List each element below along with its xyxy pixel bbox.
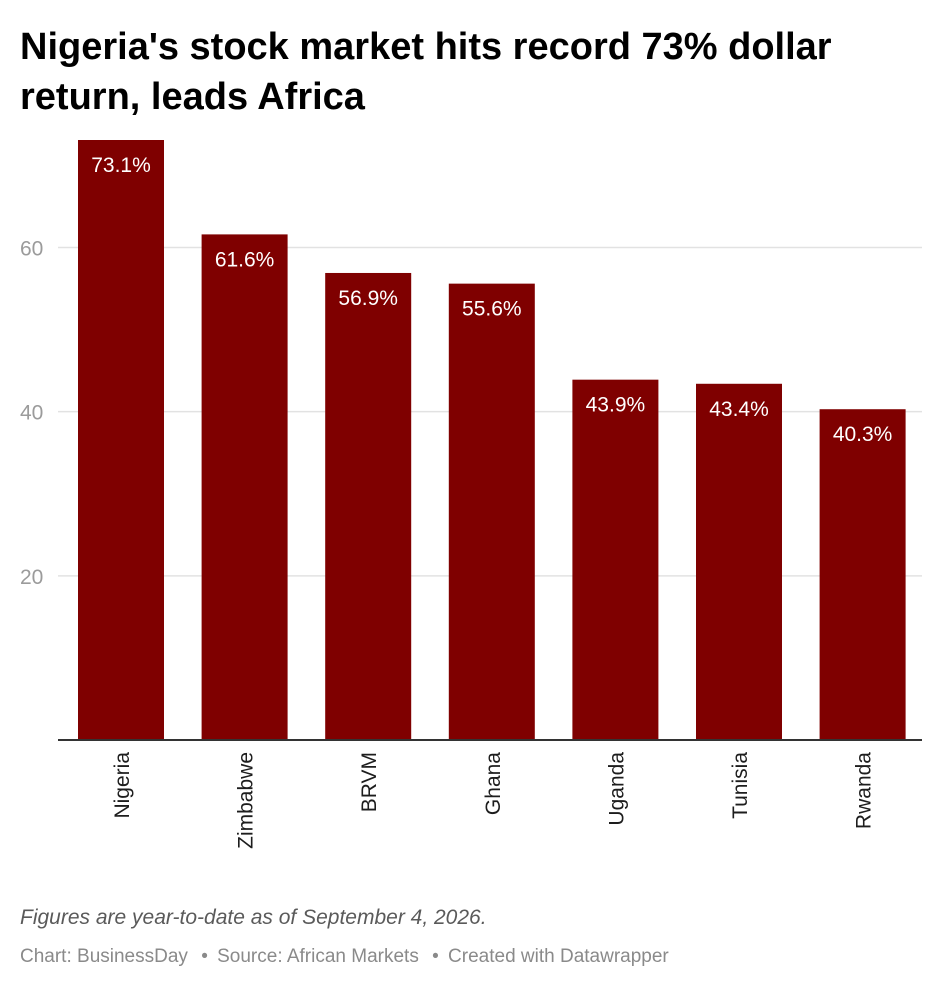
y-tick-label: 60 xyxy=(20,238,43,261)
bar-uganda xyxy=(572,379,659,740)
chart-title: Nigeria's stock market hits record 73% d… xyxy=(20,26,832,118)
source-credit: Source: African Markets xyxy=(217,946,419,967)
bar-tunisia xyxy=(696,383,782,740)
bar-value-label: 61.6% xyxy=(215,248,275,271)
bars xyxy=(78,140,906,741)
chart-footer: Chart: BusinessDay • Source: African Mar… xyxy=(20,946,669,968)
created-with-credit: Created with Datawrapper xyxy=(448,946,669,967)
x-category-label: Tunisia xyxy=(729,752,752,819)
x-category-label: Nigeria xyxy=(111,752,134,819)
bar-chart: 20 40 60 73.1% 61.6% 56.9% 55.6% 43.9% 43.4% 40.… xyxy=(20,140,922,849)
bar-value-labels: 73.1% 61.6% 56.9% 55.6% 43.9% 43.4% 40.3% xyxy=(91,154,892,446)
bar-value-label: 73.1% xyxy=(91,154,151,177)
bar-value-label: 55.6% xyxy=(462,298,522,321)
bar-value-label: 43.9% xyxy=(586,394,646,417)
y-axis-tick-labels: 20 40 60 xyxy=(20,238,43,589)
x-category-label: Rwanda xyxy=(853,752,876,829)
x-axis-category-labels: Nigeria Zimbabwe BRVM Ghana Uganda Tunisia Rwa… xyxy=(111,752,876,849)
footer-separator: • xyxy=(432,946,439,967)
bar-nigeria xyxy=(78,140,164,740)
footer-separator: • xyxy=(201,946,208,967)
chart-credit: Chart: BusinessDay xyxy=(20,946,188,967)
bar-rwanda xyxy=(819,409,906,740)
y-tick-label: 40 xyxy=(20,402,43,425)
y-tick-label: 20 xyxy=(20,566,43,589)
x-category-label: Uganda xyxy=(605,752,628,826)
bar-brvm xyxy=(325,272,412,740)
x-category-label: Zimbabwe xyxy=(235,752,258,849)
x-category-label: Ghana xyxy=(482,752,505,815)
bar-ghana xyxy=(448,283,535,740)
bar-value-label: 40.3% xyxy=(833,423,893,446)
x-category-label: BRVM xyxy=(358,752,381,812)
bar-zimbabwe xyxy=(201,234,288,741)
bar-value-label: 43.4% xyxy=(709,398,769,421)
chart-note: Figures are year-to-date as of September… xyxy=(20,906,487,929)
bar-value-label: 56.9% xyxy=(338,287,398,310)
